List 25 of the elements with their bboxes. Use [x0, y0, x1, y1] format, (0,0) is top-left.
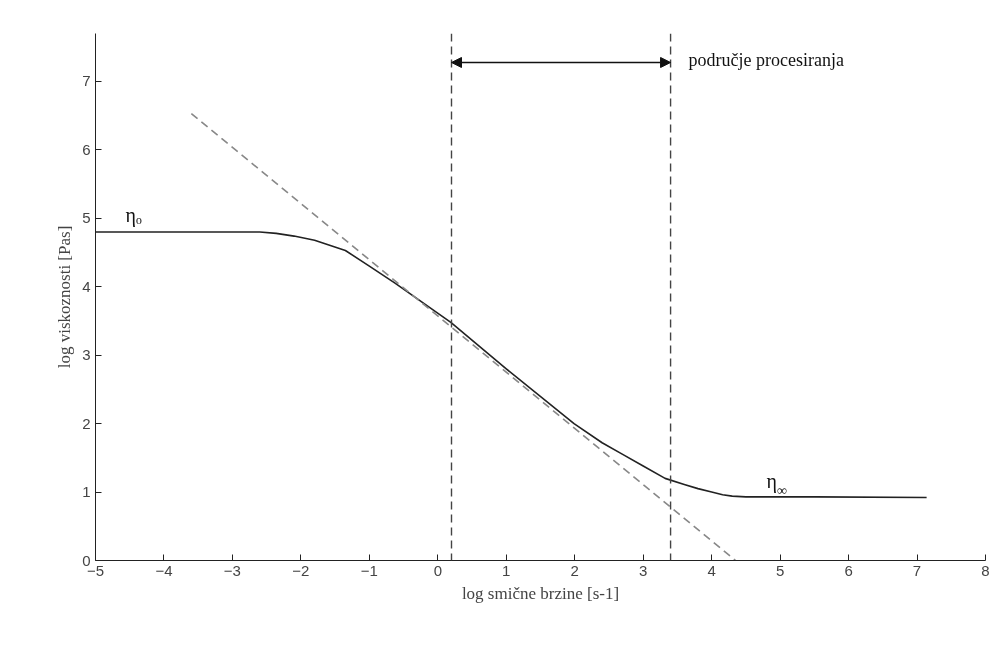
x-tick-label: 5: [775, 561, 785, 579]
x-tick-label: −3: [223, 561, 241, 579]
x-tick-label: 7: [912, 561, 922, 579]
x-axis-title: log smične brzine [s-1]: [461, 583, 620, 603]
x-tick-label: −2: [292, 561, 310, 579]
annotation: ηₒ: [125, 203, 142, 227]
x-tick-label: −4: [155, 561, 173, 579]
x-tick-label: 1: [502, 561, 511, 579]
y-axis-title: log viskoznosti [Pas]: [55, 225, 75, 369]
x-tick-label: 4: [707, 561, 716, 579]
x-tick-label: 6: [844, 561, 853, 579]
x-tick-label: 8: [981, 561, 990, 579]
annotation: η∞: [766, 469, 788, 498]
x-tick-label: 0: [433, 561, 442, 579]
x-tick-label: 3: [639, 561, 648, 579]
y-tick-label: 1: [82, 483, 91, 501]
annotation: područje procesiranja: [688, 50, 845, 71]
y-tick-label: 2: [82, 414, 91, 432]
y-tick-label: 5: [82, 209, 91, 227]
y-tick-label: 6: [82, 140, 91, 158]
y-tick-label: 4: [82, 277, 91, 295]
y-tick-label: 3: [82, 346, 91, 364]
y-tick-label: 7: [82, 72, 91, 90]
x-tick-label: 2: [570, 561, 579, 579]
x-tick-label: −1: [360, 561, 378, 579]
